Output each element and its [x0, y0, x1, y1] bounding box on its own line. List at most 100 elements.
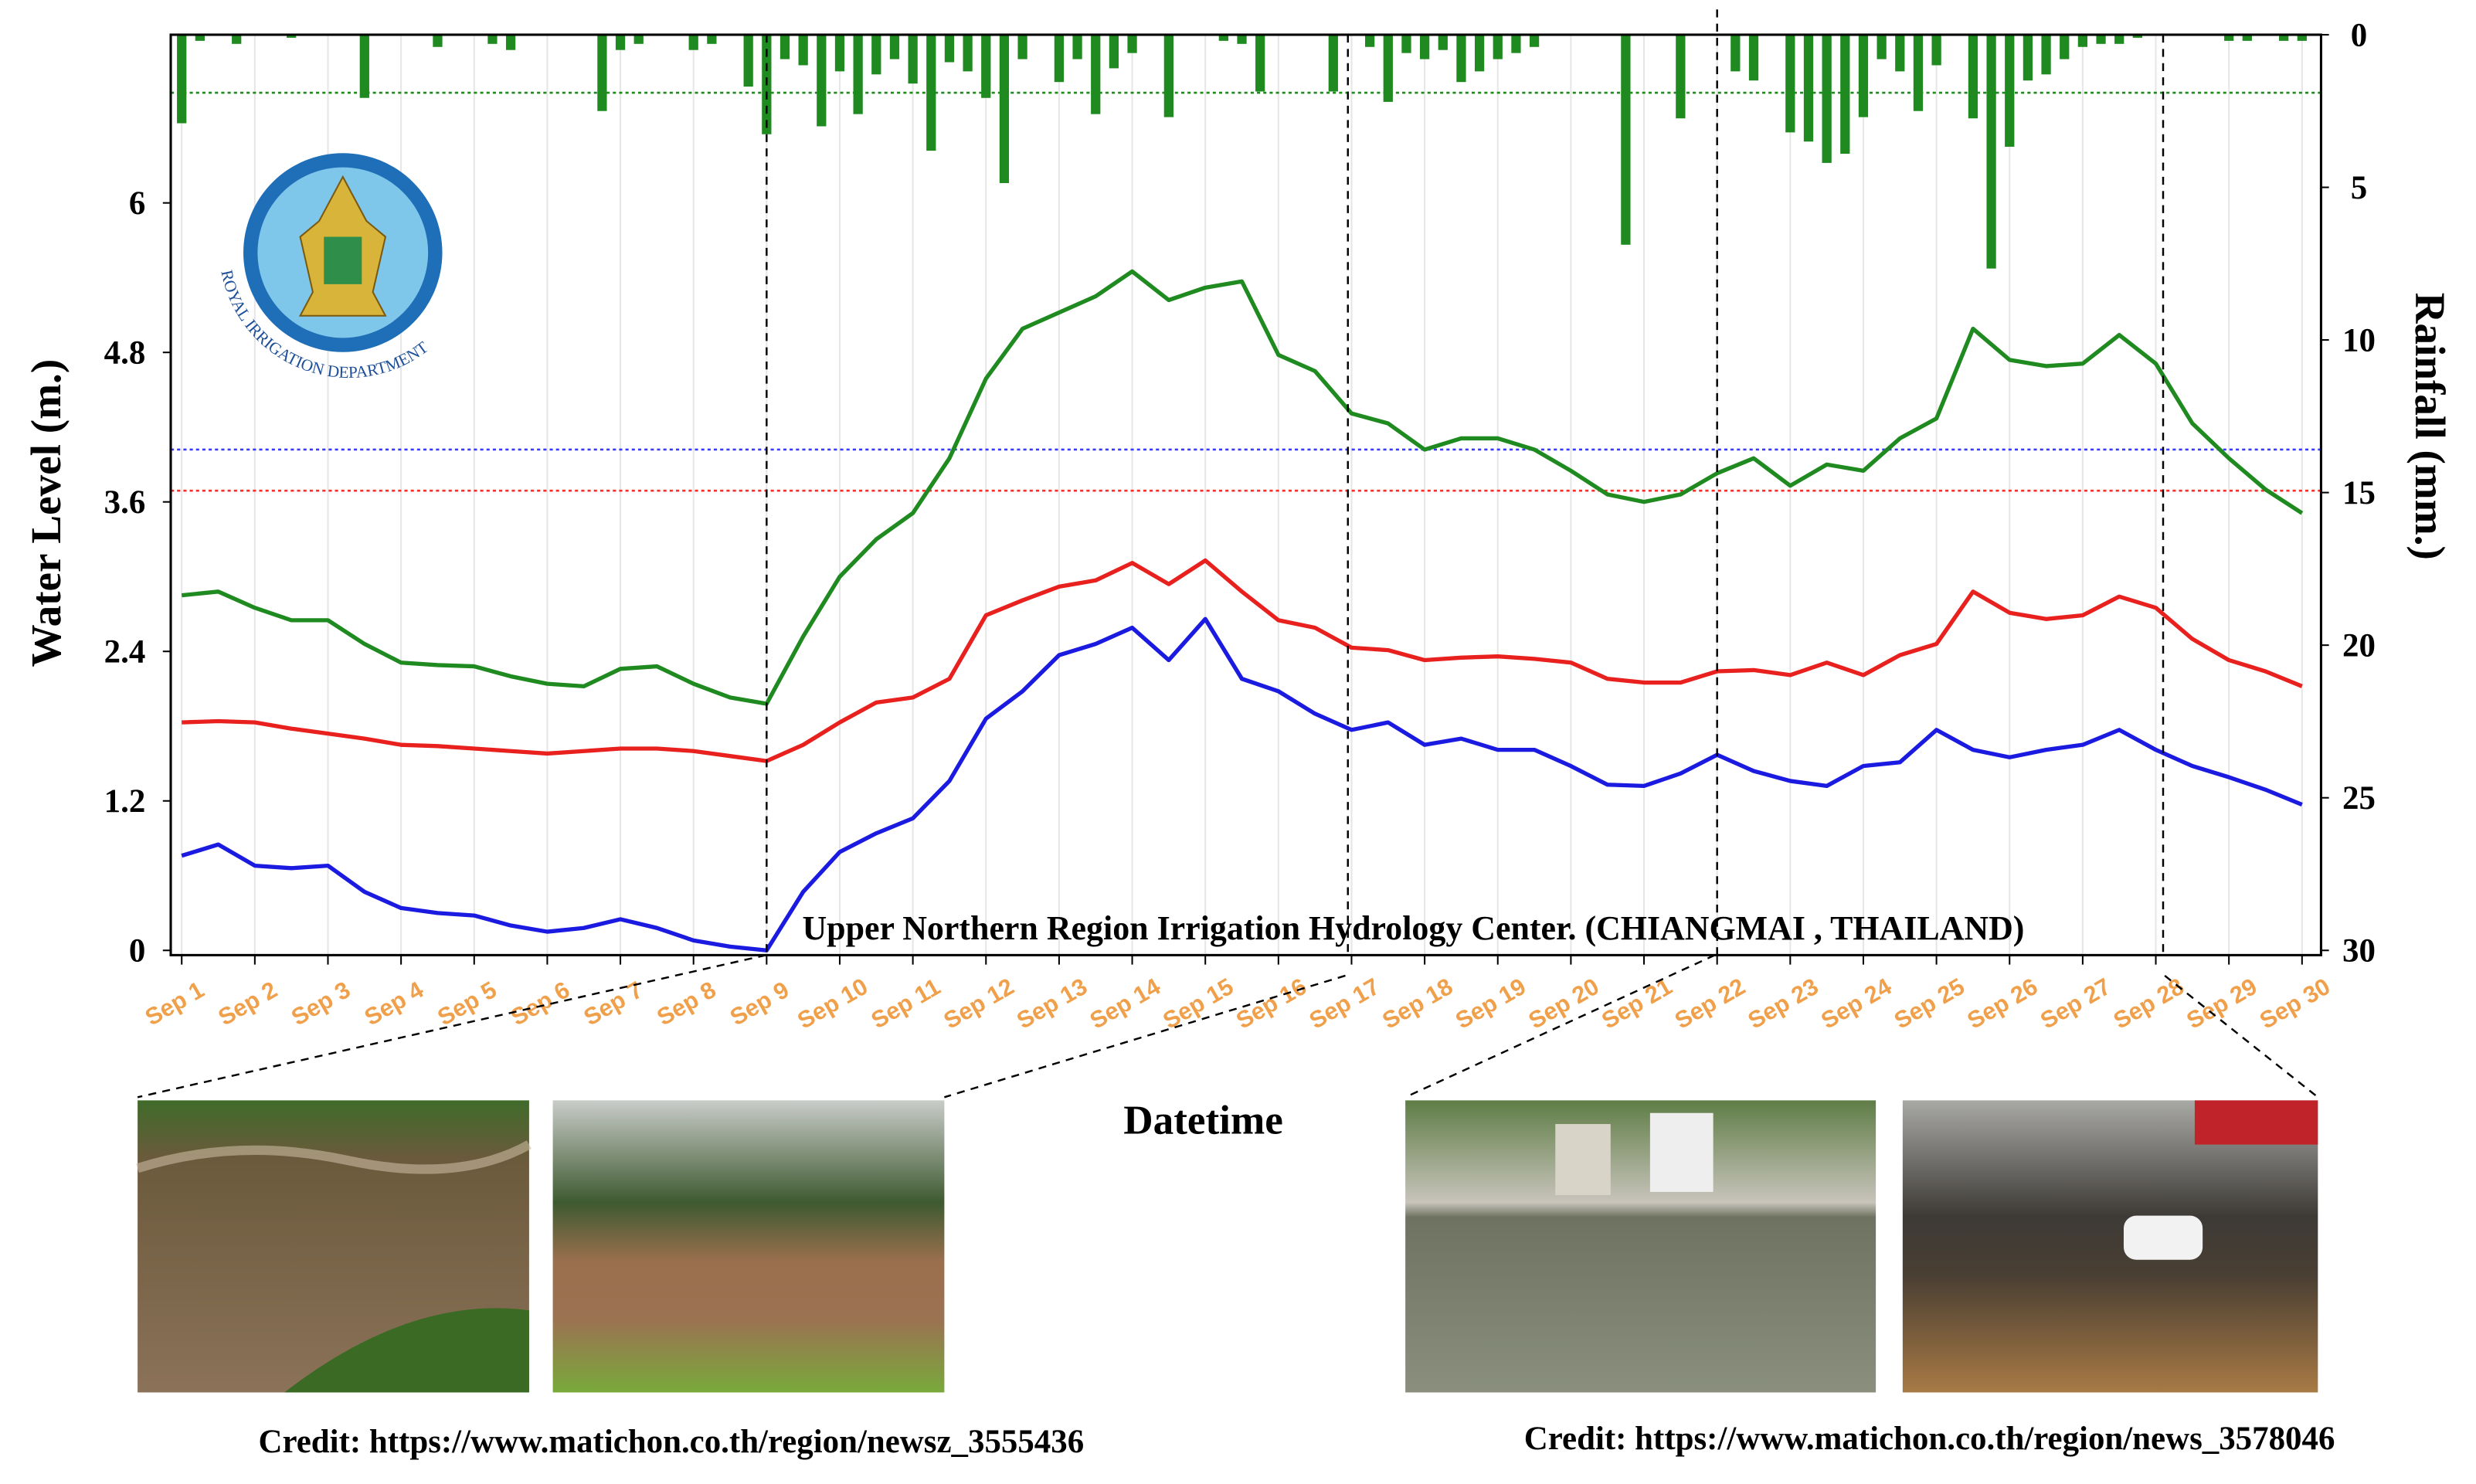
rainfall-bar [1072, 34, 1082, 59]
rainfall-bar [2005, 34, 2015, 147]
rainfall-bar [817, 34, 827, 127]
photo-detail [2123, 1215, 2203, 1260]
rainfall-bar [743, 34, 753, 87]
photo-detail [1649, 1112, 1714, 1192]
photo-detail [284, 1308, 529, 1393]
rainfall-bar [1748, 34, 1759, 81]
rainfall-bar [1840, 34, 1850, 155]
rainfall-bar [433, 34, 443, 47]
rainfall-bar [195, 34, 205, 41]
y-tick-label: 1.2 [104, 783, 146, 820]
logo-figure [324, 236, 362, 284]
rainfall-bar [232, 34, 242, 44]
series-line [182, 558, 2303, 763]
photo-detail [1555, 1124, 1611, 1196]
rainfall-bar [1858, 34, 1869, 117]
y-tick-label: 0 [129, 933, 145, 970]
rainfall-bar [2077, 34, 2088, 47]
rainfall-bar [1365, 34, 1375, 47]
rainfall-bar [1054, 34, 1065, 83]
rainfall-bar [633, 34, 644, 44]
photo-detail [136, 1140, 532, 1174]
rainfall-bar [1091, 34, 1101, 114]
rainfall-bar [2023, 34, 2033, 81]
rainfall-bar [1931, 34, 1941, 66]
photos [136, 1100, 2318, 1393]
x-axis-label: Datetime [1123, 1098, 1282, 1143]
annotation-clip: Upper Northern Region Irrigation Hydrolo… [802, 909, 2024, 947]
y-tick-label: 4.8 [104, 334, 146, 371]
rainfall-bar [889, 34, 900, 59]
rainfall-bar [1109, 34, 1119, 69]
rainfall-bar [1255, 34, 1265, 92]
rainfall-bar [1895, 34, 1905, 72]
rainfall-bar [1438, 34, 1448, 50]
rainfall-bar [707, 34, 717, 44]
rainfall-bar [1163, 34, 1174, 117]
rainfall-bar [1621, 34, 1631, 245]
rainfall-bar [853, 34, 863, 114]
rainfall-bar [2242, 34, 2252, 41]
rainfall-bar [2096, 34, 2106, 44]
rainfall-bar [1877, 34, 1887, 59]
y-tick-label: 6 [129, 185, 145, 222]
rainfall-bar [1511, 34, 1521, 53]
rainfall-bar [1493, 34, 1503, 59]
rainfall-bar [2132, 34, 2143, 38]
rainfall-bar [1803, 34, 1814, 142]
y2-tick-label: 10 [2342, 322, 2376, 358]
rainfall-bar [1785, 34, 1795, 133]
photo [1902, 1100, 2318, 1393]
rainfall-bar [1676, 34, 1686, 119]
rainfall-bar [1383, 34, 1393, 102]
rainfall-bar [944, 34, 955, 63]
rainfall-bar [1419, 34, 1430, 59]
rainfall-bar [834, 34, 845, 72]
y2-tick-label: 5 [2351, 170, 2367, 206]
rainfall-bar [1474, 34, 1485, 72]
photo-detail [2194, 1100, 2318, 1145]
rainfall-bar [2114, 34, 2124, 44]
y2-tick-label: 0 [2351, 17, 2367, 53]
y2-tick-label: 15 [2342, 475, 2376, 511]
rainfall-bar [177, 34, 187, 124]
rainfall-bar [1401, 34, 1411, 53]
rainfall-bar [2297, 34, 2307, 41]
rainfall-bar [615, 34, 626, 50]
rainfall-bar [2279, 34, 2289, 41]
y2-axis-label: Rainfall (mm.) [2406, 293, 2454, 560]
y2-tick-label: 20 [2342, 627, 2376, 664]
connector [2164, 974, 2319, 1099]
credit: Credit: https://www.matichon.co.th/regio… [259, 1424, 1085, 1460]
rainfall-bar [908, 34, 918, 84]
series-line [181, 269, 2304, 706]
rainfall-bar [1237, 34, 1247, 44]
rainfall-bar [1822, 34, 1832, 163]
y2-tick-label: 30 [2342, 933, 2376, 970]
rainfall-bar [779, 34, 790, 59]
rainfall-bar [487, 34, 498, 44]
y-axis-label: Water Level (m.) [22, 359, 70, 667]
rainfall-bar [1218, 34, 1228, 41]
rainfall-bar [2224, 34, 2234, 41]
rainfall-bar [871, 34, 881, 75]
rainfall-bar [1017, 34, 1027, 59]
rainfall-bar [597, 34, 607, 111]
credit: Credit: https://www.matichon.co.th/regio… [1524, 1421, 2335, 1457]
rainfall-bar [1328, 34, 1338, 92]
rainfall-bar [981, 34, 991, 98]
rainfall-bar [1529, 34, 1540, 47]
annotation: Upper Northern Region Irrigation Hydrolo… [802, 909, 2024, 947]
rainfall-bar [1913, 34, 1924, 111]
photo [552, 1100, 945, 1393]
rainfall-bar [688, 34, 698, 50]
y2-tick-label: 25 [2342, 780, 2376, 817]
rainfall-bar [1127, 34, 1137, 53]
rainfall-bar [1986, 34, 1996, 269]
y-tick-label: 2.4 [104, 634, 146, 671]
connectors [137, 954, 2319, 1099]
series-line [181, 616, 2303, 953]
rainfall-bar [2041, 34, 2051, 75]
